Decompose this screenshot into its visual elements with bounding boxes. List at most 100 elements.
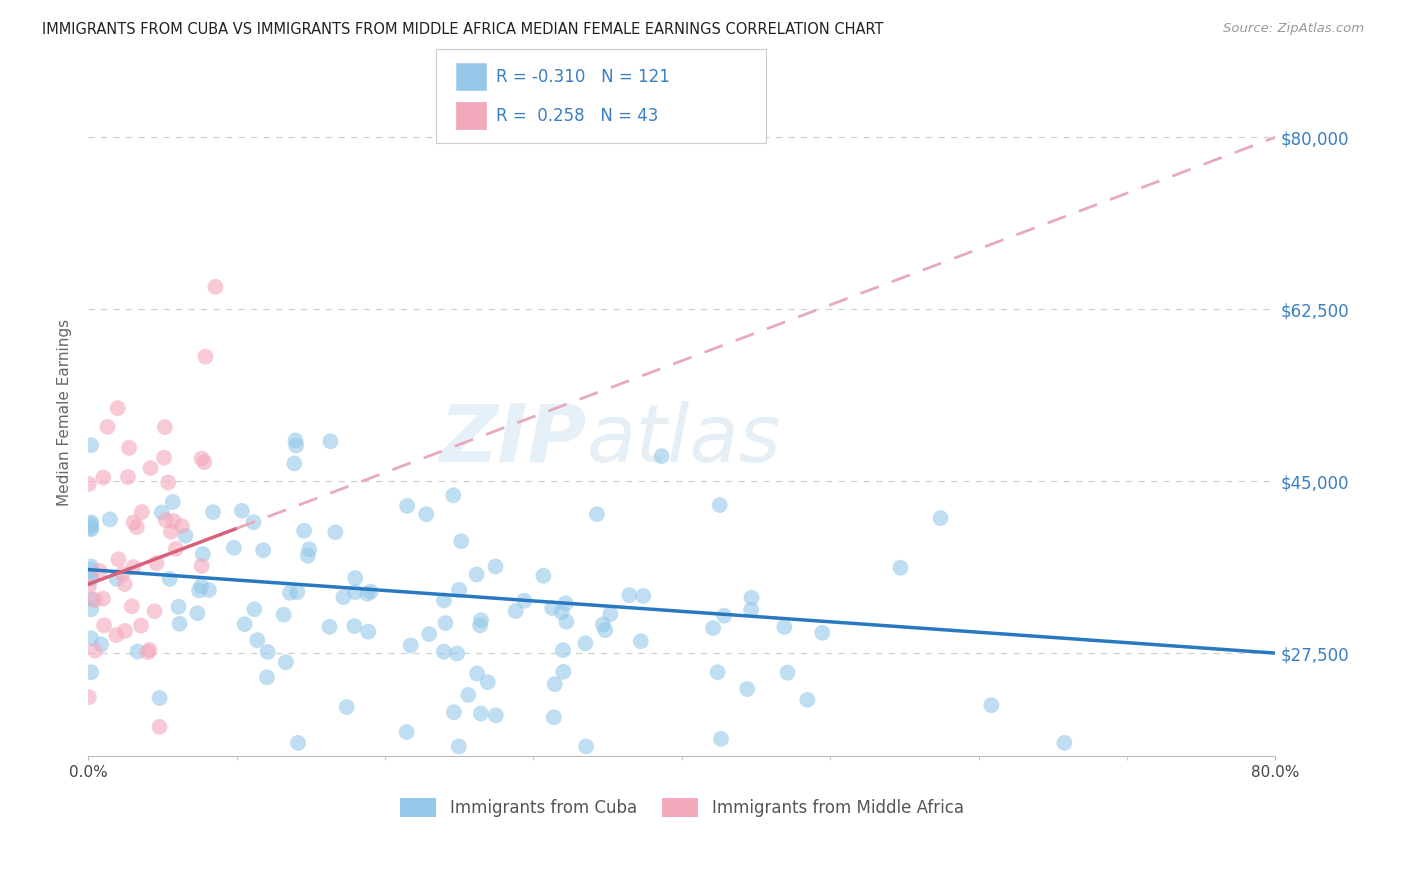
Point <box>80 572 103 586</box>
Point <box>356 587 378 601</box>
Point <box>114 577 136 591</box>
Point <box>190 579 212 593</box>
Point <box>155 513 177 527</box>
Point <box>449 582 471 597</box>
Point <box>574 636 596 650</box>
Point <box>148 690 170 705</box>
Point <box>298 542 321 557</box>
Point <box>256 670 278 684</box>
Text: ZIP: ZIP <box>440 401 586 479</box>
Point <box>80 665 103 680</box>
Point <box>159 524 181 539</box>
Point <box>399 639 422 653</box>
Point <box>157 475 180 490</box>
Point <box>111 566 134 581</box>
Point <box>125 520 148 534</box>
Point <box>553 665 575 679</box>
Point <box>77 477 100 491</box>
Point <box>619 588 641 602</box>
Point <box>651 449 673 463</box>
Point <box>188 583 211 598</box>
Point <box>283 457 305 471</box>
Point <box>90 637 112 651</box>
Point <box>242 516 264 530</box>
Point <box>484 559 506 574</box>
Text: atlas: atlas <box>586 401 782 479</box>
Point <box>122 560 145 574</box>
Point <box>773 620 796 634</box>
Point <box>447 739 470 754</box>
Point <box>396 499 419 513</box>
Point <box>122 516 145 530</box>
Point <box>222 541 245 555</box>
Point <box>107 401 129 416</box>
Point <box>165 541 187 556</box>
Text: R =  0.258   N = 43: R = 0.258 N = 43 <box>496 107 658 125</box>
Point <box>344 571 367 585</box>
Point <box>443 705 465 719</box>
Point <box>543 710 565 724</box>
Point <box>105 628 128 642</box>
Point <box>325 525 347 540</box>
Point <box>98 512 121 526</box>
Point <box>513 594 536 608</box>
Point <box>169 616 191 631</box>
Point <box>554 596 576 610</box>
Point <box>193 455 215 469</box>
Point <box>80 563 103 577</box>
Point <box>121 599 143 614</box>
Point <box>91 591 114 606</box>
Point <box>395 725 418 739</box>
Point <box>186 606 208 620</box>
Point <box>318 620 340 634</box>
Point <box>204 280 226 294</box>
Point <box>541 601 564 615</box>
Point <box>633 589 655 603</box>
Point <box>599 607 621 621</box>
Point <box>153 450 176 465</box>
Text: Source: ZipAtlas.com: Source: ZipAtlas.com <box>1223 22 1364 36</box>
Point <box>285 438 308 452</box>
Point <box>586 507 609 521</box>
Point <box>575 739 598 754</box>
Point <box>96 419 118 434</box>
Point <box>145 556 167 570</box>
Point <box>287 736 309 750</box>
Point <box>231 504 253 518</box>
Point <box>285 585 308 599</box>
Point <box>80 521 103 535</box>
Point <box>434 615 457 630</box>
Point <box>129 618 152 632</box>
Point <box>740 591 762 605</box>
Point <box>551 643 574 657</box>
Point <box>80 592 103 607</box>
Point <box>980 698 1002 713</box>
Point <box>344 585 367 599</box>
Point <box>465 567 488 582</box>
Point <box>630 634 652 648</box>
Point <box>136 645 159 659</box>
Point <box>477 675 499 690</box>
Point <box>252 543 274 558</box>
Point <box>441 488 464 502</box>
Point <box>80 516 103 530</box>
Point <box>80 559 103 574</box>
Point <box>127 644 149 658</box>
Point <box>190 559 212 574</box>
Point <box>550 605 572 619</box>
Point <box>159 572 181 586</box>
Point <box>465 666 488 681</box>
Point <box>233 617 256 632</box>
Point <box>194 350 217 364</box>
Point <box>84 593 107 607</box>
Point <box>710 731 733 746</box>
Point <box>336 700 359 714</box>
Point <box>80 517 103 532</box>
Point <box>118 441 141 455</box>
Point <box>929 511 952 525</box>
Point <box>170 519 193 533</box>
Point <box>143 604 166 618</box>
Point <box>150 506 173 520</box>
Point <box>709 498 731 512</box>
Point <box>297 549 319 563</box>
